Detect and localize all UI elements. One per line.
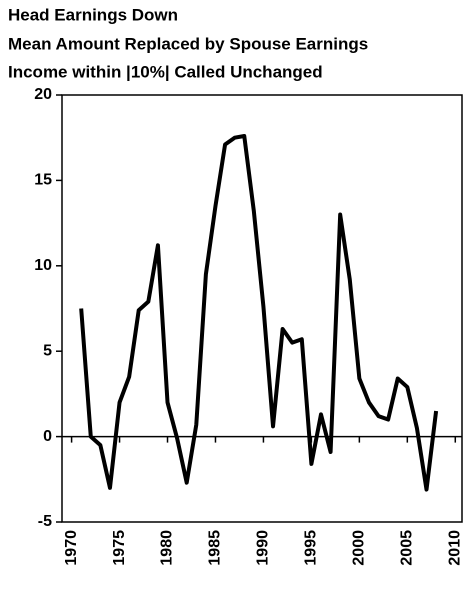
data-line [79, 133, 439, 492]
chart-title: Mean Amount Replaced by Spouse Earnings [8, 34, 368, 53]
x-tick-label: 2000 [351, 530, 368, 566]
y-tick-label: 5 [43, 342, 52, 359]
x-tick-label: 1985 [207, 530, 224, 566]
x-tick-label: 2010 [447, 530, 464, 566]
x-tick-label: 1970 [63, 530, 80, 566]
x-tick-label: 1995 [303, 530, 320, 566]
x-tick-label: 2005 [399, 530, 416, 566]
x-tick-label: 1990 [255, 530, 272, 566]
plot-frame [61, 94, 463, 523]
y-tick-label: -5 [38, 513, 52, 530]
y-tick-label: 20 [34, 86, 52, 103]
y-tick-label: 10 [34, 257, 52, 274]
chart-title: Income within |10%| Called Unchanged [8, 62, 323, 81]
y-tick-label: 0 [43, 428, 52, 445]
chart-title: Head Earnings Down [8, 5, 178, 24]
x-tick-label: 1975 [111, 530, 128, 566]
y-tick-label: 15 [34, 172, 52, 189]
x-tick-label: 1980 [159, 530, 176, 566]
